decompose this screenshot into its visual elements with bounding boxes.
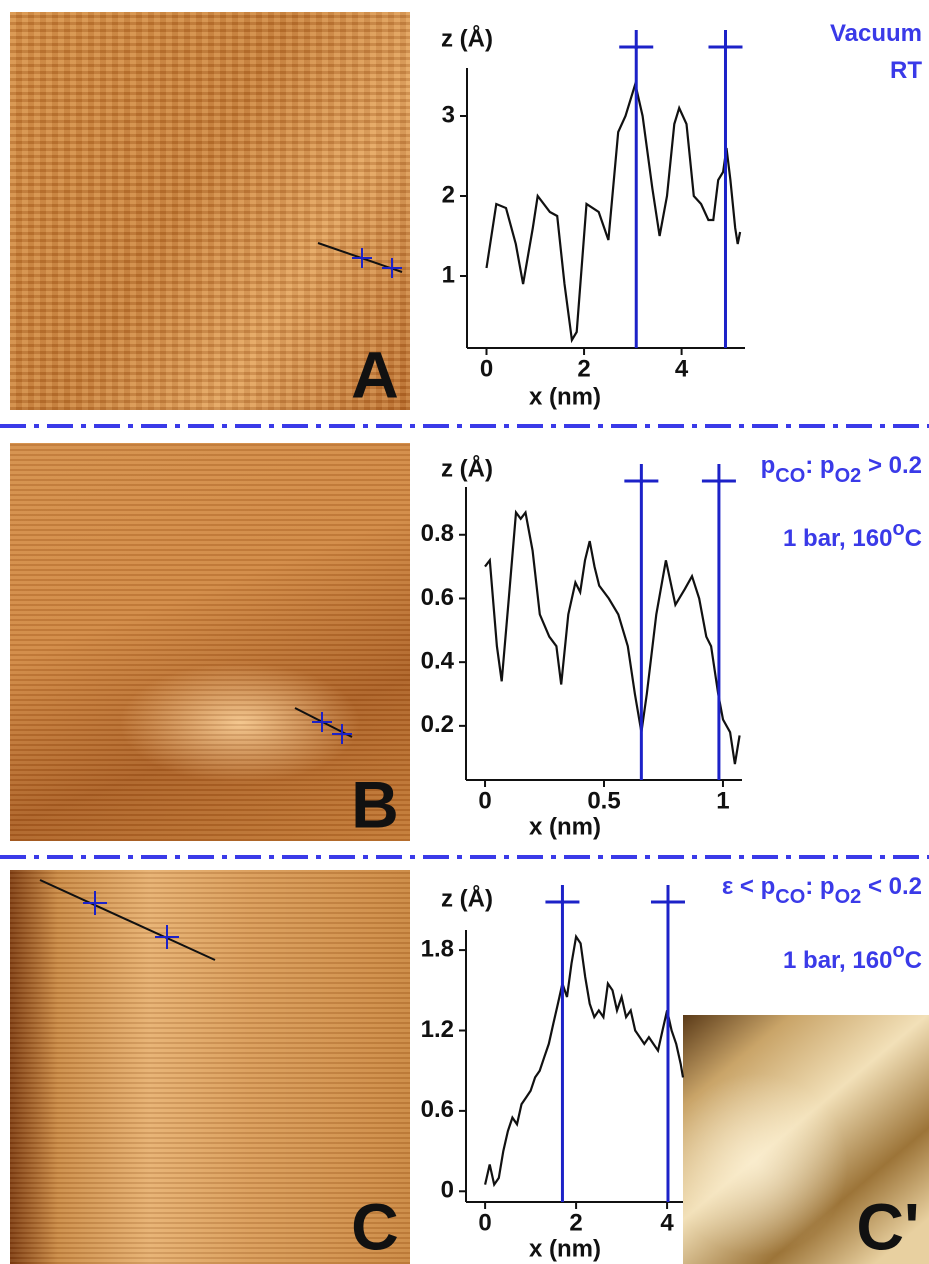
x-axis-label: x (nm) [529,1235,601,1262]
profile-curve [484,933,685,1188]
annotation-part: C [905,947,922,974]
profile-crosses [312,712,352,744]
x-tick-label: 2 [569,1209,582,1236]
stm-image [10,12,410,410]
y-tick-label: 0.4 [421,648,455,675]
annotation-part: o [892,940,904,962]
annotation: ε < pCO: pO2 < 0.2 [722,873,922,908]
annotation-part: CO [775,886,805,908]
y-tick-label: 1.8 [421,935,454,962]
profile-crosses [352,248,402,278]
annotation-part: CO [775,465,805,487]
annotation-part: O2 [835,465,862,487]
y-tick-label: 1.2 [421,1016,454,1043]
annotation-part: : p [805,873,834,900]
annotation-part: RT [890,57,922,84]
panel-label: A [351,337,399,411]
x-tick-label: 0 [480,355,493,382]
y-tick-label: 1 [442,261,455,288]
annotation-part: 1 bar, 160 [783,947,892,974]
y-tick-label: 3 [442,101,455,128]
annotation-part: O2 [835,886,862,908]
profile-lines [39,242,403,961]
annotation-part: o [892,518,904,540]
x-axis-label: x (nm) [529,813,601,840]
annotation-part: ε < p [722,873,775,900]
inset-label: C' [856,1189,919,1263]
annotation-part: : p [805,452,834,479]
marker [650,885,685,1202]
y-axis-label: z (Å) [441,24,493,52]
profile-curve [484,509,741,765]
annotation-part: C [905,525,922,552]
profile-crosses [83,891,179,949]
profile-curve [485,79,742,344]
x-tick-label: 0 [478,1209,491,1236]
annotation-part: 1 bar, 160 [783,525,892,552]
x-tick-label: 4 [675,355,689,382]
panel-label: B [351,767,399,841]
annotation: pCO: pO2 > 0.2 [761,452,922,487]
x-axis-label: x (nm) [529,383,601,410]
annotation: 1 bar, 160oC [783,940,922,974]
x-tick-label: 0 [478,787,491,814]
y-tick-label: 0.6 [421,584,454,611]
x-tick-label: 1 [716,787,729,814]
x-tick-label: 2 [577,355,590,382]
marker [701,464,736,780]
annotation-part: > 0.2 [861,452,922,479]
y-axis-label: z (Å) [441,454,493,482]
annotation-part: < 0.2 [861,873,922,900]
annotation-part: Vacuum [830,20,922,47]
x-tick-label: 4 [660,1209,674,1236]
y-tick-label: 0.8 [421,520,454,547]
y-tick-label: 0 [441,1177,454,1204]
stm-inset-image [683,1015,929,1264]
y-axis-label: z (Å) [441,884,493,912]
marker [708,30,743,348]
annotation: Vacuum [830,20,922,47]
stm-image [10,870,410,1264]
marker [619,30,654,348]
marker [624,464,659,780]
y-tick-label: 0.6 [421,1096,454,1123]
profile-line [39,879,216,961]
annotation: 1 bar, 160oC [783,518,922,552]
y-tick-label: 0.2 [421,711,454,738]
annotation-part: p [761,452,776,479]
x-tick-label: 0.5 [587,787,620,814]
marker [545,885,580,1202]
annotation: RT [890,57,922,84]
stm-image [10,443,410,841]
y-tick-label: 2 [442,181,455,208]
separators [0,424,929,859]
panel-label: C [351,1189,399,1263]
